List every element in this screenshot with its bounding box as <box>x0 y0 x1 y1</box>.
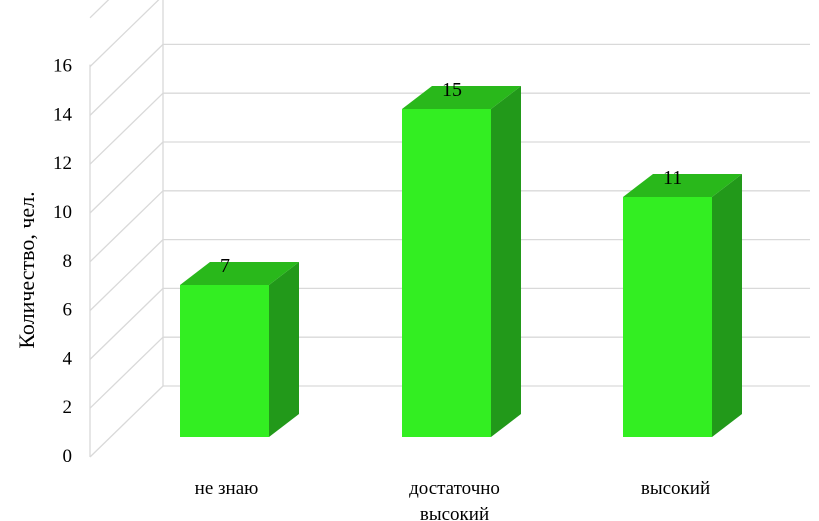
side-gridline <box>89 0 160 68</box>
y-tick-label: 4 <box>63 348 73 369</box>
bar <box>402 109 491 437</box>
y-tick-label: 16 <box>53 56 72 77</box>
bar-top <box>402 86 521 109</box>
y-tick-label: 12 <box>53 153 72 174</box>
bar-side <box>269 262 299 437</box>
y-tick-label: 14 <box>53 104 73 125</box>
bar-top <box>180 262 299 285</box>
side-gridline <box>89 141 164 214</box>
bar-side <box>491 86 521 437</box>
bars <box>180 86 742 437</box>
x-category-label: высокий <box>641 478 710 499</box>
data-label: 15 <box>442 79 462 101</box>
side-gridline <box>89 287 164 360</box>
bar-side <box>712 174 742 437</box>
side-gridline <box>89 385 164 458</box>
y-tick-label: 10 <box>53 202 72 223</box>
y-tick-label: 0 <box>63 446 73 467</box>
x-category-label: высокий <box>420 504 489 521</box>
x-category-label: не знаю <box>195 478 259 499</box>
y-tick-label: 6 <box>63 300 73 321</box>
y-tick-label: 2 <box>63 397 73 418</box>
side-gridline <box>89 190 164 263</box>
side-gridline <box>89 239 164 312</box>
bar <box>623 197 712 437</box>
y-axis-ticks: 0 2 4 6 8 10 12 14 16 <box>53 56 73 467</box>
data-label: 7 <box>220 255 230 277</box>
y-tick-label: 8 <box>63 251 73 272</box>
bar <box>180 285 269 437</box>
data-labels: 7 15 11 <box>220 79 682 277</box>
data-label: 11 <box>663 167 682 189</box>
y-axis-title: Количество, чел. <box>14 191 39 348</box>
side-gridline <box>89 43 164 116</box>
x-axis-categories: не знаю достаточно высокий высокий <box>195 478 710 521</box>
x-category-label: достаточно <box>409 478 500 499</box>
side-gridline <box>89 336 164 409</box>
side-gridline <box>89 92 164 165</box>
side-gridline <box>89 0 110 19</box>
bar-top <box>623 174 742 197</box>
